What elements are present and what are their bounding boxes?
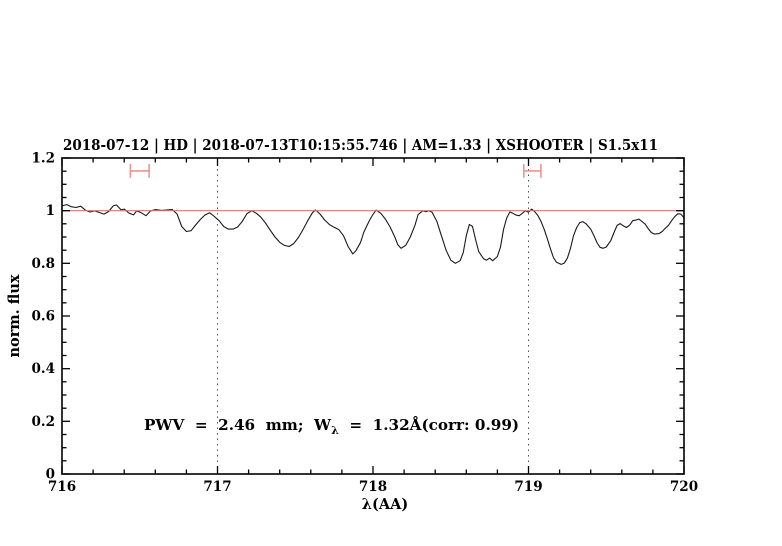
axes-layer: 716 717 718 719 720 0 0.2 0.4 0.6 0.8 1 1.2 [32, 151, 699, 496]
pwv-annotation-prefix: PWV = 2.46 mm; W [144, 416, 332, 434]
pwv-annotation-suffix: = 1.32Å(corr: 0.99) [339, 416, 519, 434]
pwv-range-marker [129, 164, 150, 178]
y-axis-label: norm. flux [6, 274, 23, 357]
y-tick-label: 1 [46, 203, 55, 219]
pwv-range-marker [522, 164, 542, 178]
spectrum-curve-layer [61, 204, 685, 265]
pwv-annotation: PWV = 2.46 mm; Wλ = 1.32Å(corr: 0.99) [144, 416, 519, 437]
y-tick-label: 0.8 [32, 256, 56, 272]
y-tick-label: 0.4 [32, 361, 56, 377]
guide-lines-layer [129, 158, 542, 474]
x-tick-label: 718 [359, 479, 387, 495]
plot-title: 2018-07-12 | HD | 2018-07-13T10:15:55.74… [63, 136, 658, 154]
pwv-annotation-subscript: λ [331, 424, 339, 437]
y-tick-label: 0.2 [32, 414, 56, 430]
y-tick-label: 0 [46, 467, 55, 483]
x-tick-label: 717 [203, 479, 231, 495]
x-axis-label: λ(AA) [362, 496, 408, 513]
x-tick-label: 716 [48, 479, 76, 495]
spectrum-curve [61, 204, 685, 265]
y-tick-label: 0.6 [32, 309, 56, 325]
y-tick-label: 1.2 [32, 151, 56, 167]
x-tick-label: 720 [670, 479, 698, 495]
x-tick-label: 719 [514, 479, 542, 495]
